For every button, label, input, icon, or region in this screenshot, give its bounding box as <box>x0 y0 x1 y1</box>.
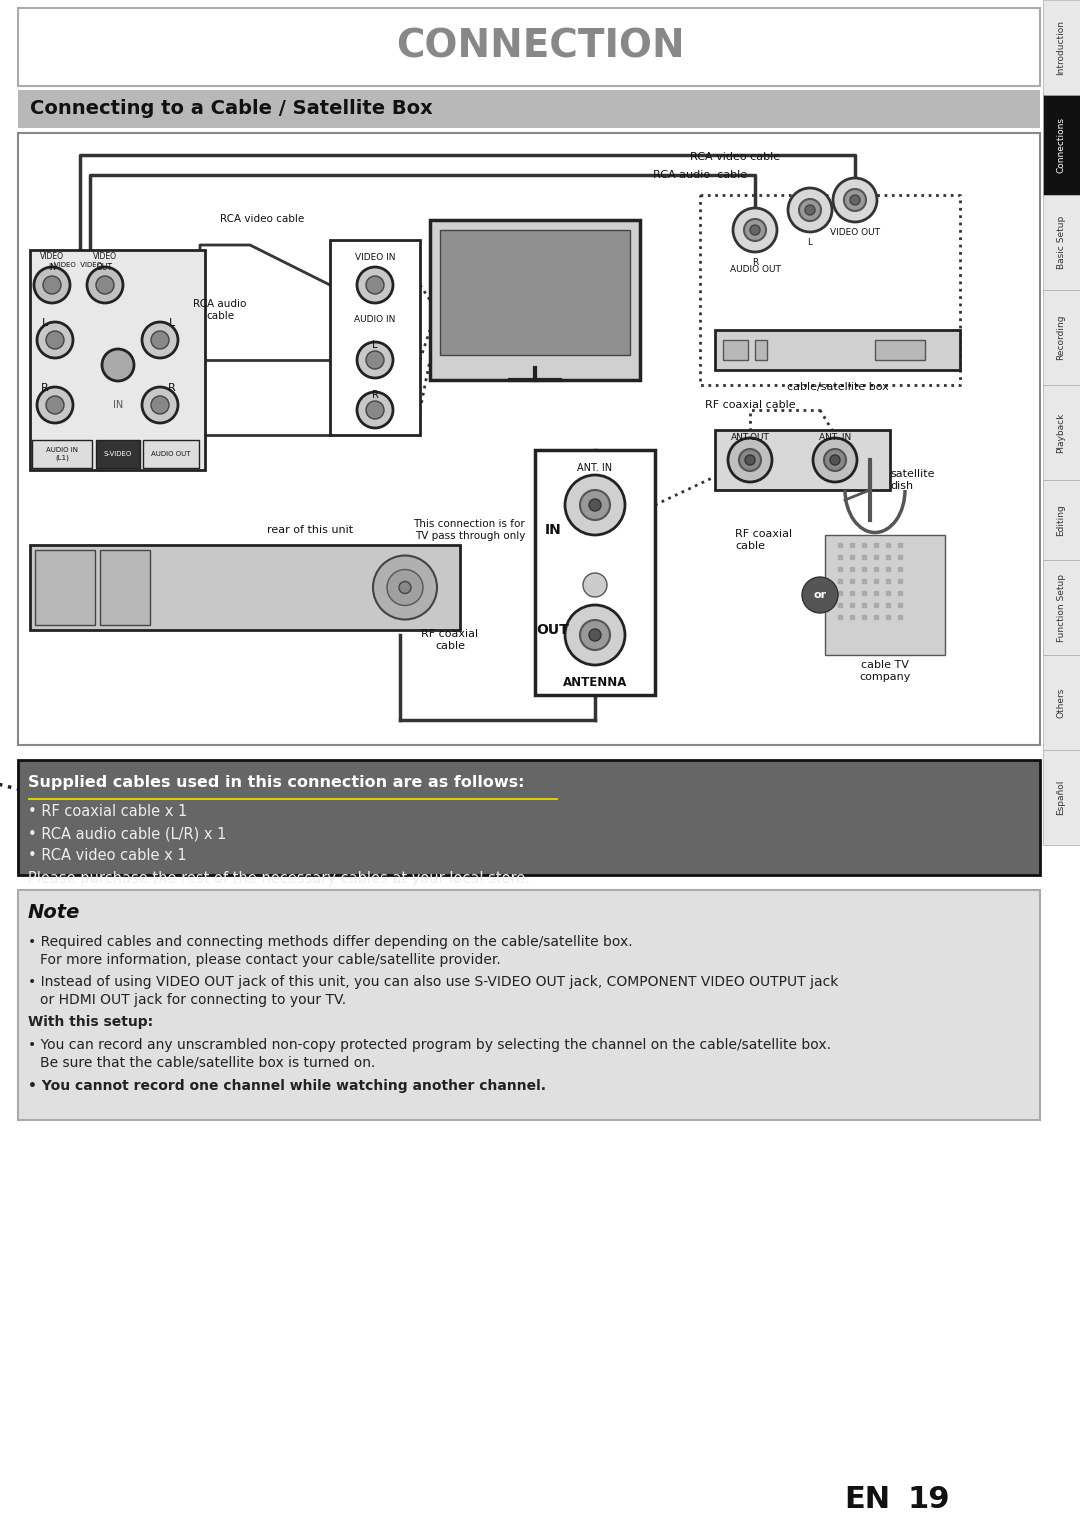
Text: RCA audio
cable: RCA audio cable <box>193 299 246 320</box>
Text: Introduction: Introduction <box>1056 20 1066 75</box>
Text: S-VIDEO: S-VIDEO <box>104 451 132 457</box>
Text: CONNECTION: CONNECTION <box>395 27 685 66</box>
FancyBboxPatch shape <box>1043 195 1080 290</box>
FancyBboxPatch shape <box>715 430 890 491</box>
Circle shape <box>366 351 384 369</box>
Text: • RCA video cable x 1: • RCA video cable x 1 <box>28 849 187 864</box>
Circle shape <box>141 322 178 358</box>
Circle shape <box>96 276 114 294</box>
Text: R: R <box>41 383 49 393</box>
Text: For more information, please contact your cable/satellite provider.: For more information, please contact you… <box>40 952 501 968</box>
Circle shape <box>565 475 625 535</box>
FancyBboxPatch shape <box>1043 0 1080 94</box>
FancyBboxPatch shape <box>1043 290 1080 386</box>
FancyBboxPatch shape <box>28 799 558 800</box>
FancyBboxPatch shape <box>715 331 960 370</box>
FancyBboxPatch shape <box>1043 655 1080 750</box>
Text: EN: EN <box>843 1486 890 1515</box>
Circle shape <box>802 578 838 613</box>
Text: IN: IN <box>544 523 562 536</box>
Text: cable TV
company: cable TV company <box>860 660 910 681</box>
Text: rear of this unit: rear of this unit <box>267 524 353 535</box>
Circle shape <box>37 322 73 358</box>
Text: AUDIO OUT: AUDIO OUT <box>151 451 191 457</box>
FancyBboxPatch shape <box>18 890 1040 1120</box>
FancyBboxPatch shape <box>100 550 150 625</box>
FancyBboxPatch shape <box>1043 559 1080 655</box>
Text: VIDEO IN: VIDEO IN <box>354 253 395 262</box>
Text: VIDEO OUT: VIDEO OUT <box>831 229 880 238</box>
Circle shape <box>739 450 761 471</box>
Text: Connecting to a Cable / Satellite Box: Connecting to a Cable / Satellite Box <box>30 99 433 119</box>
Text: L: L <box>808 238 812 247</box>
Text: ANT. IN: ANT. IN <box>578 463 612 472</box>
FancyBboxPatch shape <box>440 230 630 355</box>
Text: R: R <box>752 258 758 267</box>
Text: AUDIO IN: AUDIO IN <box>354 315 395 325</box>
Text: • You cannot record one channel while watching another channel.: • You cannot record one channel while wa… <box>28 1079 546 1093</box>
FancyBboxPatch shape <box>430 219 640 379</box>
Text: 19: 19 <box>907 1486 950 1515</box>
Text: RF coaxial
cable: RF coaxial cable <box>421 629 478 651</box>
Circle shape <box>366 276 384 294</box>
Text: Be sure that the cable/satellite box is turned on.: Be sure that the cable/satellite box is … <box>40 1056 376 1070</box>
Text: R: R <box>168 383 176 393</box>
Text: AUDIO IN
(L1): AUDIO IN (L1) <box>46 447 78 460</box>
FancyBboxPatch shape <box>35 550 95 625</box>
Text: • RCA audio cable (L/R) x 1: • RCA audio cable (L/R) x 1 <box>28 826 227 841</box>
Circle shape <box>87 267 123 303</box>
Circle shape <box>43 276 60 294</box>
Circle shape <box>387 570 423 605</box>
Text: • RF coaxial cable x 1: • RF coaxial cable x 1 <box>28 805 187 820</box>
FancyBboxPatch shape <box>30 546 460 629</box>
FancyBboxPatch shape <box>1043 480 1080 559</box>
Text: or HDMI OUT jack for connecting to your TV.: or HDMI OUT jack for connecting to your … <box>40 994 346 1007</box>
FancyBboxPatch shape <box>96 440 140 468</box>
Text: Playback: Playback <box>1056 413 1066 453</box>
Text: L: L <box>168 319 175 328</box>
FancyBboxPatch shape <box>330 239 420 434</box>
Text: OUT: OUT <box>537 623 569 637</box>
Text: cable/satellite box: cable/satellite box <box>786 383 889 392</box>
Text: RF coaxial
cable: RF coaxial cable <box>735 529 792 550</box>
Text: • Instead of using VIDEO OUT jack of this unit, you can also use S-VIDEO OUT jac: • Instead of using VIDEO OUT jack of thi… <box>28 975 838 989</box>
Circle shape <box>583 573 607 597</box>
Circle shape <box>805 206 815 215</box>
Text: satellite
dish: satellite dish <box>890 469 934 491</box>
Circle shape <box>357 267 393 303</box>
Text: RCA video cable: RCA video cable <box>690 152 780 162</box>
Circle shape <box>833 178 877 223</box>
Text: AUDIO OUT: AUDIO OUT <box>730 265 781 274</box>
Circle shape <box>750 226 760 235</box>
FancyBboxPatch shape <box>1043 386 1080 480</box>
Circle shape <box>728 437 772 482</box>
FancyBboxPatch shape <box>755 340 767 360</box>
Circle shape <box>151 396 168 415</box>
Text: VIDEO
OUT: VIDEO OUT <box>93 253 117 271</box>
Circle shape <box>102 349 134 381</box>
Text: RCA video cable: RCA video cable <box>220 213 305 224</box>
Circle shape <box>745 456 755 465</box>
Text: Connections: Connections <box>1056 117 1066 174</box>
Text: Español: Español <box>1056 780 1066 815</box>
Circle shape <box>46 396 64 415</box>
Circle shape <box>589 498 600 511</box>
FancyBboxPatch shape <box>723 340 748 360</box>
Circle shape <box>357 392 393 428</box>
Circle shape <box>366 401 384 419</box>
FancyBboxPatch shape <box>32 440 92 468</box>
FancyBboxPatch shape <box>18 133 1040 745</box>
Circle shape <box>37 387 73 424</box>
Circle shape <box>33 267 70 303</box>
Text: L: L <box>373 340 378 351</box>
Circle shape <box>733 207 777 251</box>
Text: VIDEO
IN: VIDEO IN <box>40 253 64 271</box>
Circle shape <box>580 620 610 651</box>
FancyBboxPatch shape <box>18 8 1040 85</box>
Text: Please purchase the rest of the necessary cables at your local store.: Please purchase the rest of the necessar… <box>28 870 530 885</box>
Text: • You can record any unscrambled non-copy protected program by selecting the cha: • You can record any unscrambled non-cop… <box>28 1038 831 1052</box>
Circle shape <box>843 189 866 210</box>
Circle shape <box>46 331 64 349</box>
FancyBboxPatch shape <box>18 90 1040 128</box>
